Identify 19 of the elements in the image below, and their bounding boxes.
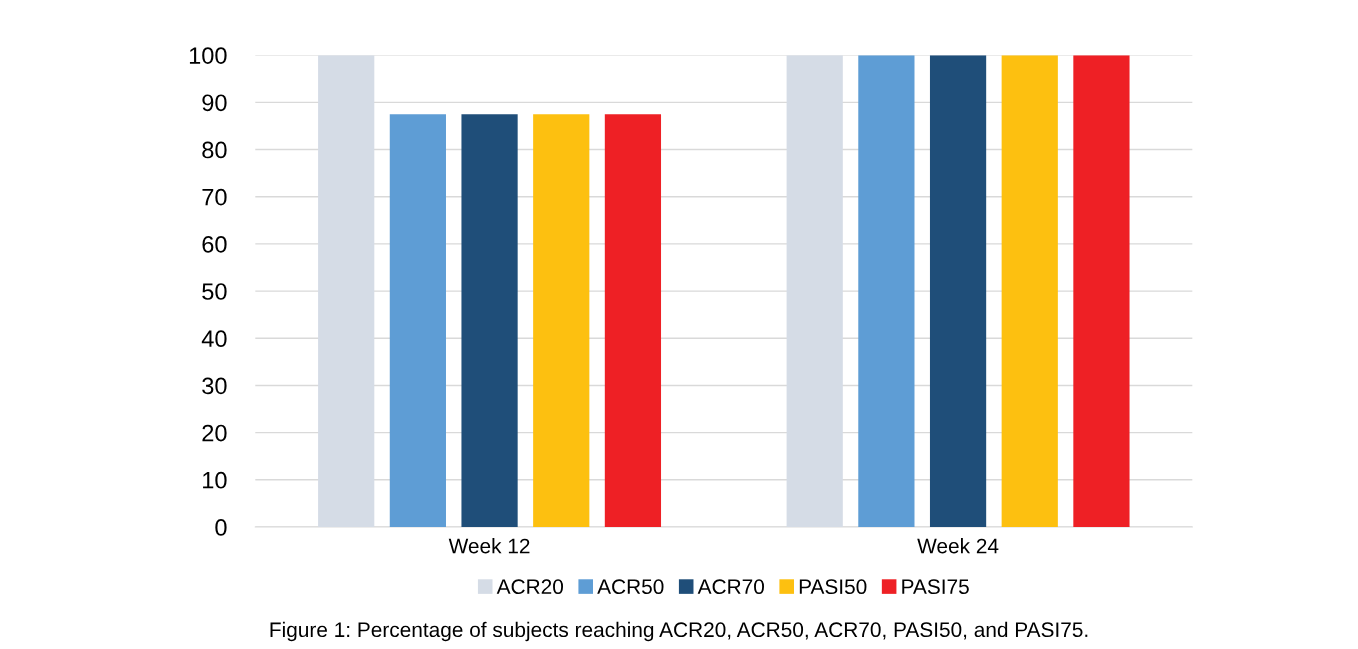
legend-label: PASI75 — [902, 579, 969, 595]
x-tick-label: Week 12 — [448, 538, 530, 554]
y-tick-label: 10 — [203, 471, 227, 489]
legend-label: ACR70 — [697, 579, 764, 595]
x-tick-label: Week 24 — [917, 538, 999, 554]
y-tick-label: 50 — [202, 283, 227, 300]
y-tick-label: 0 — [215, 519, 227, 536]
caption: Figure 1: Percentage of subjects reaching ACR20, ACR50, ACR70, PASI50, and PASI75. — [270, 621, 1088, 642]
legend-label: ACR50 — [597, 579, 664, 595]
y-tick-label: 20 — [202, 424, 227, 442]
y-tick-label: 70 — [202, 188, 227, 206]
legend-label: PASI50 — [799, 579, 867, 595]
y-tick-label: 60 — [202, 235, 227, 253]
y-tick-label: 80 — [202, 141, 227, 159]
y-tick-label: 30 — [202, 377, 227, 395]
y-tick-label: 40 — [201, 330, 227, 348]
y-tick-label: 90 — [202, 94, 227, 112]
legend-label: ACR20 — [496, 579, 564, 595]
y-tick-label: 100 — [189, 47, 227, 64]
